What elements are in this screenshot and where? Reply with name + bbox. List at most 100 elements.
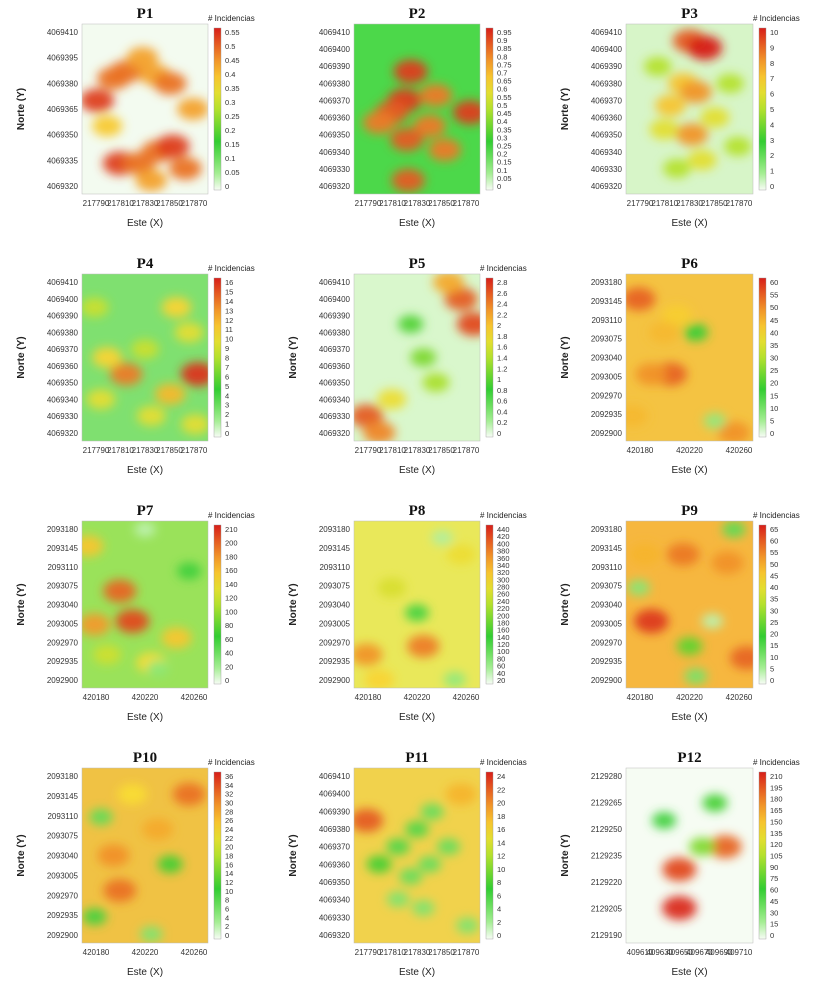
colorbar — [485, 277, 494, 438]
legend-tick-label: 60 — [770, 278, 778, 287]
y-tick-label: 2093005 — [47, 871, 79, 880]
panel-title: P8 — [409, 503, 426, 519]
y-tick-label: 4069380 — [47, 328, 79, 337]
colorbar — [758, 27, 767, 191]
panel-title: P5 — [409, 256, 426, 272]
legend-tick-label: 9 — [225, 344, 229, 353]
hotspot — [717, 421, 751, 441]
y-axis-title: Norte (Y) — [16, 834, 27, 876]
legend-tick-label: 180 — [770, 795, 783, 804]
legend-tick-label: 22 — [497, 785, 505, 794]
legend-tick-label: 0.2 — [225, 126, 235, 135]
legend-tick-label: 260 — [497, 590, 510, 599]
legend-tick-label: 120 — [497, 640, 510, 649]
y-tick-label: 2092970 — [47, 891, 79, 900]
y-tick-label: 4069380 — [319, 328, 351, 337]
legend-tick-label: 380 — [497, 547, 510, 556]
heatmap-svg: P9 2093180 2093145 2093110 2093075 2093040 209… — [560, 503, 800, 723]
legend-tick-label: 24 — [225, 825, 233, 834]
hotspot — [629, 543, 661, 566]
legend-tick-label: 18 — [497, 812, 505, 821]
legend-tick-label: 11 — [225, 325, 233, 334]
heatmap-svg: P7 2093180 2093145 2093110 2093075 2093040 209… — [16, 503, 255, 723]
legend-tick-label: 20 — [770, 630, 778, 639]
x-tick-label: 217790 — [627, 199, 654, 208]
legend-tick-label: 1 — [770, 167, 774, 176]
legend-tick-label: 40 — [770, 328, 778, 337]
hotspot — [443, 671, 466, 688]
y-tick-label: 4069320 — [319, 182, 351, 191]
legend-title: # Incidencias — [753, 511, 800, 520]
legend-tick-label: 280 — [497, 583, 510, 592]
hotspot — [648, 321, 680, 344]
hotspot — [688, 837, 716, 856]
y-tick-label: 4069340 — [591, 148, 623, 157]
hotspot — [651, 811, 677, 830]
legend-tick-label: 420 — [497, 532, 510, 541]
y-tick-label: 2093180 — [591, 278, 623, 287]
legend-tick-label: 0.75 — [497, 60, 512, 69]
legend-tick-label: 36 — [225, 772, 233, 781]
y-tick-label: 4069390 — [591, 62, 623, 71]
legend-tick-label: 0 — [225, 676, 229, 685]
x-tick-label: 420180 — [83, 948, 110, 957]
legend-tick-label: 5 — [770, 105, 774, 114]
x-tick-label: 217850 — [156, 199, 183, 208]
hotspot — [413, 114, 446, 138]
plot-frame — [353, 23, 481, 195]
y-tick-label: 2092935 — [47, 911, 79, 920]
legend-title: # Incidencias — [480, 758, 527, 767]
legend-tick-label: 0.4 — [497, 407, 507, 416]
x-axis-title: Este (X) — [399, 465, 435, 476]
hotspot — [627, 579, 650, 596]
hotspot — [405, 820, 429, 838]
hotspot — [153, 72, 187, 95]
legend-tick-label: 160 — [497, 626, 510, 635]
y-tick-label: 2092900 — [319, 676, 351, 685]
x-tick-label: 420220 — [676, 693, 703, 702]
legend-tick-label: 8 — [770, 59, 774, 68]
hotspot — [354, 808, 384, 833]
legend-tick-label: 400 — [497, 539, 510, 548]
plot-frame — [353, 767, 481, 944]
x-tick-label: 217790 — [355, 446, 382, 455]
hotspot — [157, 855, 183, 873]
y-tick-label: 2093005 — [591, 619, 623, 628]
y-tick-label: 4069400 — [319, 790, 351, 799]
y-tick-label: 4069320 — [47, 182, 79, 191]
legend-tick-label: 3 — [770, 136, 774, 145]
legend-tick-label: 100 — [497, 647, 510, 656]
x-tick-label: 420180 — [627, 693, 654, 702]
heatmap-panel-p2: P2 4069410 4069400 4069390 4069380 4069370 406… — [272, 0, 542, 248]
legend-tick-label: 2 — [225, 410, 229, 419]
legend-tick-label: 1 — [497, 375, 501, 384]
legend-tick-label: 105 — [770, 852, 783, 861]
legend-tick-label: 35 — [770, 595, 778, 604]
x-axis-title: Este (X) — [127, 218, 163, 229]
y-tick-label: 2092935 — [47, 657, 79, 666]
y-tick-label: 4069410 — [319, 772, 351, 781]
legend-tick-label: 60 — [770, 537, 778, 546]
hotspot — [139, 926, 163, 943]
legend-tick-label: 60 — [497, 662, 505, 671]
legend-tick-label: 0.2 — [497, 418, 507, 427]
hotspot — [419, 84, 453, 107]
hotspot — [393, 59, 428, 84]
legend-tick-label: 10 — [497, 865, 505, 874]
hotspot — [428, 138, 462, 162]
y-tick-label: 4069350 — [47, 131, 79, 140]
x-tick-label: 420180 — [627, 446, 654, 455]
legend-tick-label: 6 — [770, 90, 774, 99]
hotspot — [676, 637, 703, 656]
hotspot — [136, 405, 166, 427]
y-tick-label: 2093145 — [47, 544, 79, 553]
x-tick-label: 217870 — [726, 199, 753, 208]
x-tick-label: 420260 — [181, 693, 208, 702]
plot-frame — [625, 520, 754, 689]
x-tick-label: 409650 — [666, 948, 693, 957]
y-tick-label: 2092935 — [319, 657, 351, 666]
legend-tick-label: 2.2 — [497, 310, 507, 319]
y-axis-title: Norte (Y) — [560, 834, 571, 876]
hotspot — [716, 73, 745, 94]
y-tick-label: 2092970 — [591, 391, 623, 400]
